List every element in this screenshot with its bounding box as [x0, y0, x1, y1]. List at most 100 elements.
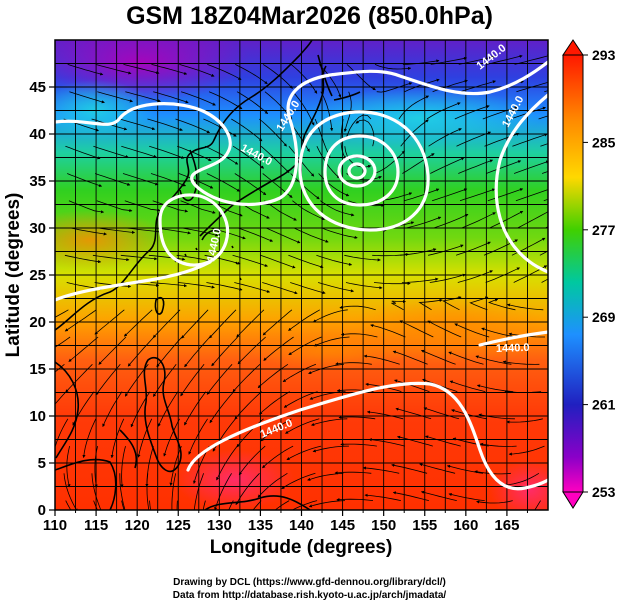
streamline: [209, 309, 237, 339]
streamline: [454, 323, 490, 338]
contour-1440-low-inner: [323, 134, 400, 207]
y-tick-label: 30: [29, 220, 46, 237]
streamline: [234, 282, 271, 293]
streamline: [399, 320, 434, 338]
streamline: [120, 446, 126, 488]
streamline: [402, 153, 435, 174]
streamline: [312, 445, 350, 453]
streamline: [364, 493, 401, 501]
streamline: [373, 281, 411, 286]
streamline: [175, 118, 211, 134]
streamline: [182, 227, 219, 237]
streamline: [55, 418, 69, 449]
streamline: [207, 64, 242, 80]
contour-low-core-1: [347, 162, 367, 180]
streamline: [288, 309, 320, 331]
streamline: [544, 90, 548, 93]
streamline: [392, 491, 429, 501]
streamline: [391, 299, 407, 311]
streamline: [402, 59, 440, 65]
streamline: [508, 445, 545, 456]
colorbar-bar: [562, 54, 584, 493]
contour-low-core-2: [337, 154, 377, 188]
streamline: [433, 213, 469, 229]
streamline: [486, 54, 523, 65]
streamline: [82, 418, 97, 459]
streamline: [345, 282, 383, 290]
streamline: [238, 445, 266, 476]
streamline: [290, 282, 326, 295]
streamline: [366, 410, 404, 420]
streamline: [171, 473, 177, 510]
streamline: [148, 254, 186, 261]
geopotential-contours: [55, 60, 548, 491]
streamline: [345, 114, 372, 139]
x-tick-label: 120: [125, 517, 150, 534]
streamline: [428, 128, 462, 147]
colorbar-tick-label: 261: [592, 397, 616, 413]
streamline: [206, 173, 241, 192]
colorbar-top-arrow: [562, 39, 584, 56]
streamline: [321, 227, 358, 239]
x-tick-label: 145: [330, 517, 355, 534]
streamline: [313, 336, 350, 347]
streamline: [204, 254, 241, 265]
streamline: [545, 226, 548, 229]
streamline: [368, 438, 405, 447]
streamline: [209, 391, 235, 424]
streamline: [460, 80, 497, 93]
streamline: [266, 227, 301, 244]
streamline: [448, 351, 484, 365]
y-tick-label: 5: [38, 455, 46, 472]
streamline: [204, 145, 239, 165]
streamline: [393, 379, 430, 392]
streamline: [145, 445, 154, 488]
streamline: [396, 435, 433, 447]
streamline: [504, 390, 542, 394]
streamline: [400, 119, 429, 147]
x-tick-label: 155: [412, 517, 437, 534]
streamline: [231, 118, 263, 142]
streamline: [96, 200, 133, 213]
streamline: [153, 91, 189, 104]
coastline: [239, 277, 242, 281]
x-tick-label: 130: [207, 517, 232, 534]
streamline: [95, 364, 121, 396]
streamline: [63, 473, 78, 510]
streamline: [288, 336, 322, 356]
streamline: [318, 64, 342, 98]
streamline: [130, 391, 151, 428]
y-axis-label: Latitude (degrees): [3, 193, 24, 358]
streamline: [376, 82, 413, 93]
streamline: [485, 267, 521, 283]
streamline: [93, 145, 129, 159]
coastline: [201, 229, 221, 241]
x-tick-label: 115: [84, 517, 108, 534]
streamline: [424, 435, 461, 447]
streamline: [236, 91, 269, 115]
streamline: [150, 282, 188, 288]
streamline: [395, 407, 432, 420]
streamline: [176, 254, 214, 263]
streamline: [502, 360, 540, 365]
streamline: [156, 336, 183, 368]
streamline: [237, 336, 266, 365]
streamline: [98, 227, 136, 234]
streamline: [286, 445, 322, 461]
y-tick-label: 15: [29, 361, 46, 378]
streamline: [478, 413, 515, 420]
streamline: [515, 188, 548, 202]
streamline: [127, 336, 155, 367]
streamline: [126, 227, 164, 234]
coastline: [55, 40, 313, 331]
streamline: [293, 227, 329, 243]
streamline: [513, 160, 548, 174]
streamline: [214, 473, 232, 510]
streamline: [184, 391, 207, 426]
streamline: [400, 248, 437, 256]
streamline: [262, 282, 298, 295]
y-tick-label: 0: [38, 502, 46, 519]
streamline: [184, 336, 211, 368]
coastline: [204, 495, 311, 510]
